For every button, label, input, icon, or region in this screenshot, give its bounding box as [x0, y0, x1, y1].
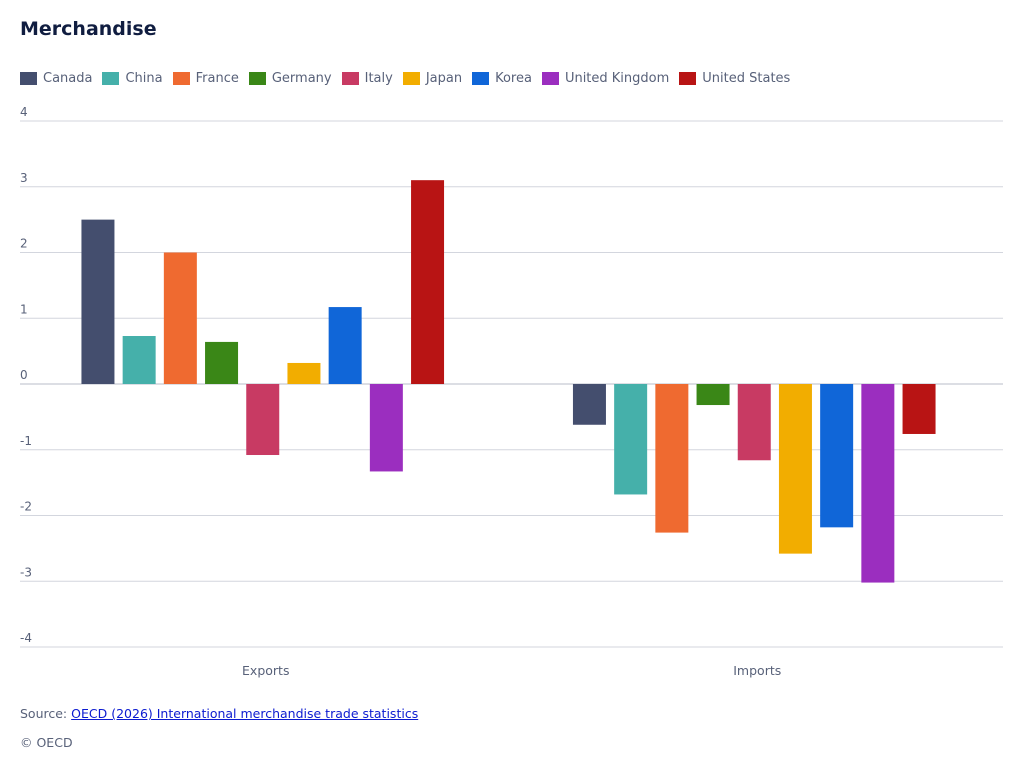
bar	[163, 252, 197, 384]
bar	[614, 384, 648, 495]
bar	[861, 384, 895, 583]
bar	[122, 336, 156, 384]
legend-item[interactable]: Korea	[472, 71, 532, 86]
x-category-label: Exports	[242, 663, 289, 678]
legend-label: Korea	[495, 71, 532, 86]
bar	[737, 384, 771, 461]
bar	[778, 384, 812, 554]
bar	[369, 384, 403, 472]
legend-swatch	[402, 72, 420, 85]
y-tick-label: -2	[20, 500, 32, 514]
bar	[246, 384, 280, 456]
source-label: Source:	[20, 706, 68, 721]
y-tick-label: -3	[20, 565, 32, 579]
y-tick-label: 2	[20, 237, 28, 251]
legend-label: China	[125, 71, 163, 86]
bar	[411, 180, 445, 384]
legend-swatch	[172, 72, 190, 85]
y-tick-label: -4	[20, 631, 32, 645]
source-link[interactable]: OECD (2026) International merchandise tr…	[71, 706, 419, 721]
legend-label: Italy	[364, 71, 393, 86]
legend-item[interactable]: China	[102, 71, 163, 86]
x-category-label: Imports	[733, 663, 781, 678]
legend-swatch	[679, 72, 697, 85]
legend-item[interactable]: Japan	[402, 71, 463, 86]
legend-item[interactable]: Germany	[248, 71, 332, 86]
bar	[287, 362, 321, 384]
legend-swatch	[341, 72, 359, 85]
legend-label: United Kingdom	[564, 71, 670, 86]
chart-legend: Canada China France Germany Italy Japan Korea U…	[20, 71, 800, 86]
bar	[328, 307, 362, 384]
legend-item[interactable]: United Kingdom	[541, 71, 670, 86]
y-tick-label: -1	[20, 434, 32, 448]
legend-swatch	[541, 72, 559, 85]
legend-swatch	[20, 72, 37, 85]
bar	[655, 384, 689, 533]
legend-label: United States	[702, 71, 791, 86]
copyright-note: © OECD	[20, 735, 73, 750]
legend-item[interactable]: Italy	[341, 71, 393, 86]
bar	[902, 384, 936, 434]
bar	[572, 384, 606, 425]
legend-item[interactable]: United States	[679, 71, 790, 86]
legend-swatch	[102, 72, 120, 85]
bar	[820, 384, 854, 528]
bar	[696, 384, 730, 406]
legend-label: Canada	[43, 71, 93, 86]
y-tick-label: 4	[20, 105, 28, 119]
y-tick-label: 0	[20, 368, 28, 382]
y-tick-label: 1	[20, 302, 28, 316]
y-tick-label: 3	[20, 171, 28, 185]
legend-swatch	[472, 72, 490, 85]
legend-label: France	[195, 71, 239, 86]
legend-label: Japan	[425, 71, 463, 86]
legend-item[interactable]: Canada	[20, 71, 92, 86]
source-note: Source: OECD (2026) International mercha…	[20, 706, 418, 721]
legend-item[interactable]: France	[172, 71, 239, 86]
chart-title: Merchandise	[20, 18, 157, 40]
legend-swatch	[248, 72, 266, 85]
bar	[81, 219, 115, 384]
legend-label: Germany	[271, 71, 332, 86]
chart-plot-area: 4 3 2 1 0 -1 -2 -3 -4 Exports Imports	[20, 105, 1003, 678]
bar	[205, 341, 239, 384]
